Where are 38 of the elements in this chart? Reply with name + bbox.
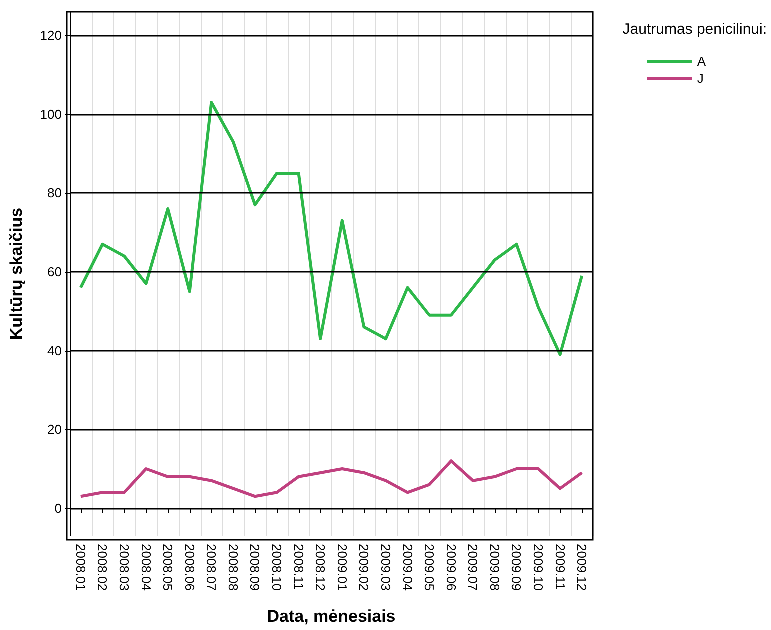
- x-tick-label: 2008.07: [204, 544, 220, 591]
- legend-label: A: [697, 54, 706, 69]
- line-series: [79, 460, 584, 498]
- x-tick-label: 2008.11: [291, 544, 306, 590]
- x-tick-label: 2008.06: [182, 544, 198, 591]
- x-tick-label: 2008.01: [73, 544, 88, 591]
- x-tick-label: 2009.02: [356, 544, 372, 591]
- x-tick-label: 2008.08: [226, 544, 241, 591]
- x-tick-label: 2008.12: [313, 544, 328, 591]
- x-tick-label: 2008.10: [270, 544, 285, 591]
- x-tick-label: 2009.04: [400, 544, 416, 591]
- y-axis-title: Kultūrų skaičius: [7, 208, 26, 340]
- x-tick-label: 2009.06: [444, 544, 459, 591]
- line-series: [79, 101, 584, 356]
- y-tick-label: 0: [54, 500, 62, 516]
- x-tick-label: 2008.02: [95, 544, 110, 591]
- x-tick-label: 2009.12: [574, 544, 590, 591]
- y-tick-label: 20: [48, 422, 62, 438]
- legend-title: Jautrumas penicilinui:: [622, 21, 768, 38]
- legend-label: J: [697, 71, 704, 86]
- x-tick-label: 2009.11: [552, 544, 568, 590]
- y-tick-label: 40: [48, 343, 62, 358]
- y-tick-label: 80: [48, 186, 62, 201]
- y-tick-label: 120: [40, 28, 62, 44]
- x-tick-label: 2008.04: [138, 544, 154, 591]
- x-axis-title: Data, mėnesiais: [267, 607, 396, 626]
- x-tick-label: 2009.03: [378, 544, 394, 591]
- y-tick-label: 60: [48, 264, 62, 280]
- x-tick-label: 2008.03: [116, 544, 132, 591]
- x-tick-label: 2008.05: [160, 544, 176, 591]
- y-tick-label: 100: [40, 106, 62, 122]
- x-tick-label: 2009.01: [334, 544, 350, 591]
- x-tick-label: 2009.09: [509, 544, 524, 591]
- x-tick-label: 2009.10: [531, 544, 546, 591]
- x-tick-label: 2009.07: [466, 544, 481, 591]
- x-tick-label: 2009.05: [422, 544, 438, 591]
- x-tick-label: 2009.08: [487, 544, 502, 591]
- x-tick-label: 2008.09: [248, 544, 263, 591]
